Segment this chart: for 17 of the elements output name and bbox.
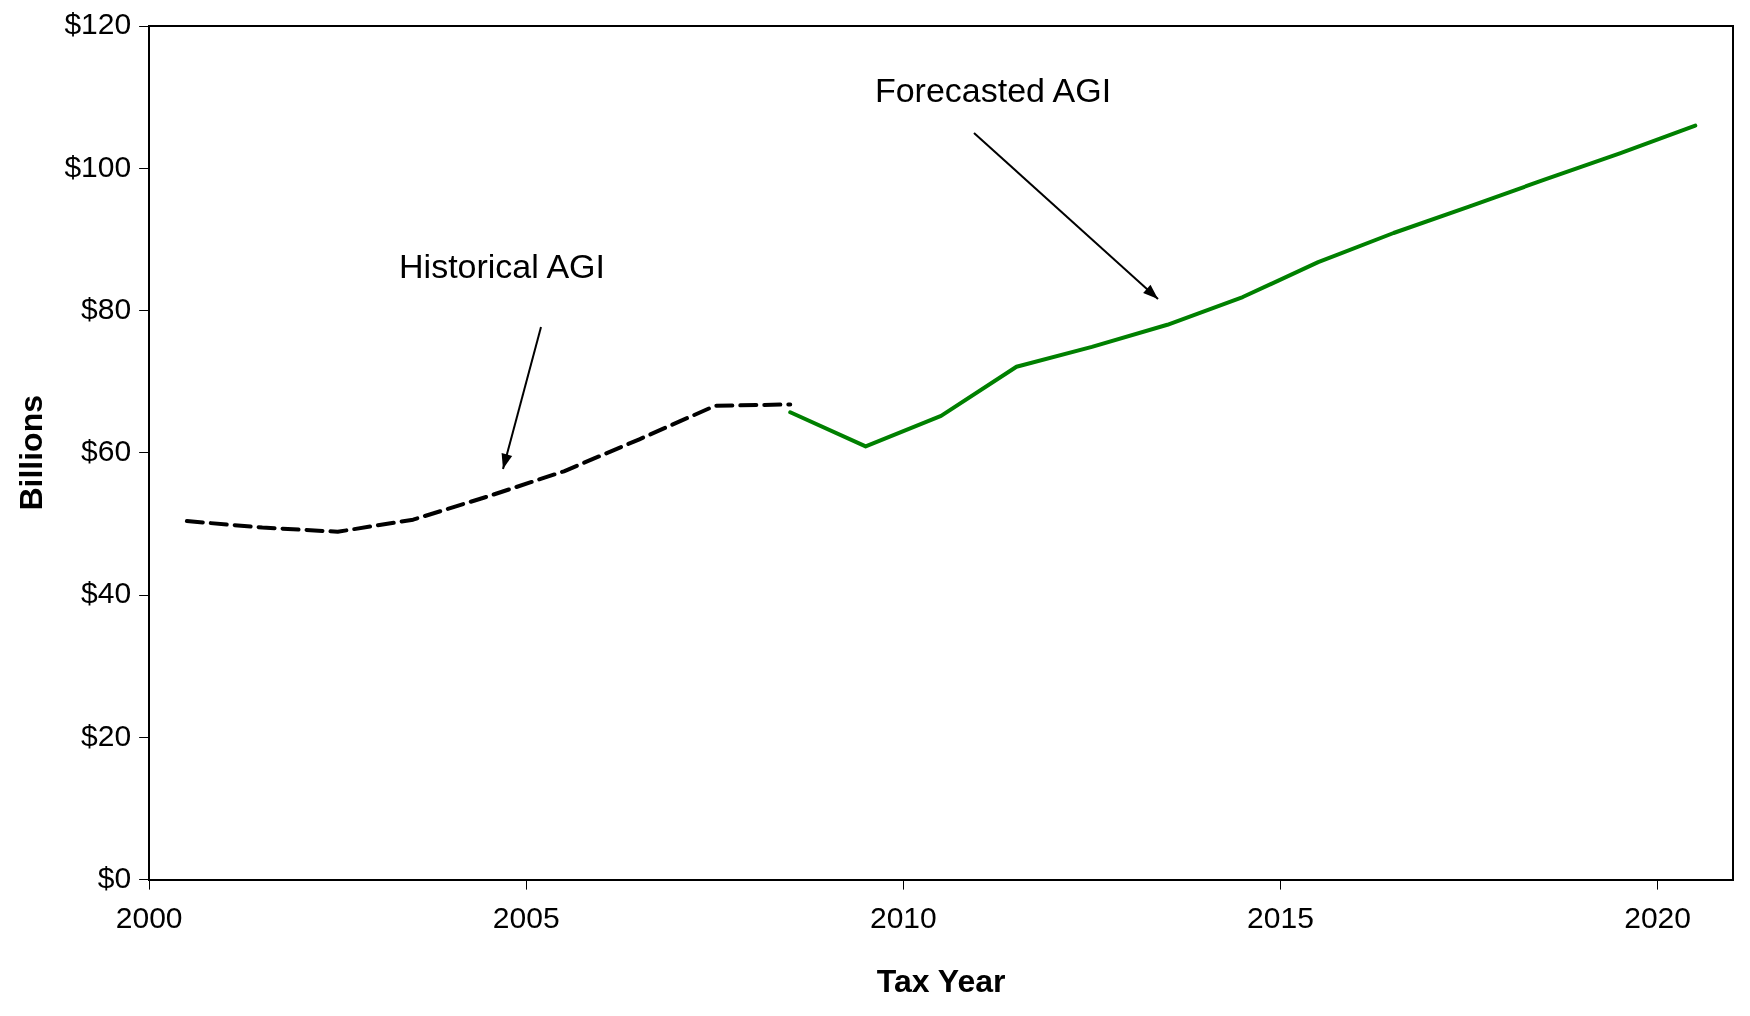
y-axis-title: Billions	[13, 395, 50, 511]
annotation: Forecasted AGI	[874, 71, 1112, 110]
y-tick-label: $80	[81, 291, 132, 325]
y-tick-label: $100	[64, 149, 132, 183]
y-tick-label: $120	[64, 7, 132, 41]
x-tick-label: 2020	[1624, 900, 1691, 934]
x-tick-label: 2000	[115, 900, 183, 934]
x-tick-label: 2010	[869, 900, 937, 934]
y-tick-label: $60	[81, 434, 132, 468]
x-tick-label: 2005	[492, 900, 560, 934]
y-tick-label: $40	[81, 576, 132, 610]
line-series	[184, 402, 793, 534]
y-tick-label: $20	[81, 718, 132, 752]
x-axis-title: Tax Year	[876, 962, 1006, 999]
annotation: Historical AGI	[399, 247, 605, 286]
y-tick-label: $0	[97, 860, 132, 894]
x-tick-label: 2015	[1247, 900, 1314, 934]
